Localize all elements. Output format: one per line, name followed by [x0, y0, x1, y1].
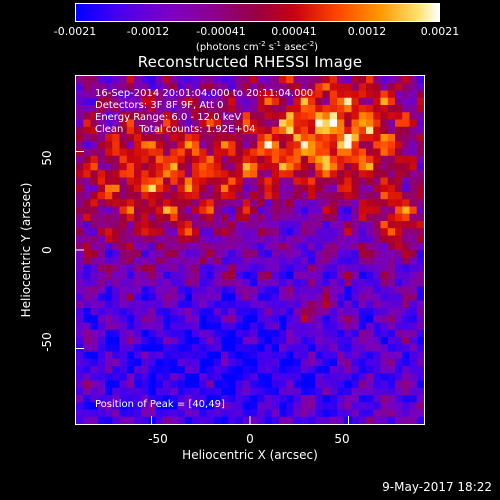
peak-position-text: Position of Peak = [40,49] [95, 399, 225, 410]
detectors-text: Detectors: 3F 8F 9F, Att 0 [95, 100, 224, 111]
heatmap-image [76, 76, 424, 424]
colorbar-tick-label: -0.0021 [53, 25, 97, 38]
clean-counts-text: Clean Total counts: 1.92E+04 [95, 124, 256, 135]
solar-image-plot [75, 75, 425, 425]
y-tick-label: 0 [40, 246, 54, 254]
x-tick-label: 50 [334, 432, 350, 446]
x-axis-label: Heliocentric X (arcsec) [182, 448, 318, 462]
colorbar-tick-label: 0.0021 [420, 25, 460, 38]
colorbar-tick-label: 0.0012 [347, 25, 387, 38]
energy-range-text: Energy Range: 6.0 - 12.0 keV [95, 112, 242, 123]
colorbar [75, 3, 440, 22]
y-tick-label: -50 [40, 332, 54, 352]
x-tick-label: -50 [148, 432, 168, 446]
y-tick-label: 50 [40, 150, 54, 166]
colorbar-tick-label: -0.0012 [126, 25, 170, 38]
colorbar-tick-label: -0.00041 [196, 25, 246, 38]
colorbar-units-label: (photons cm-2 s-1 asec-2) [195, 40, 319, 53]
time-range-text: 16-Sep-2014 20:01:04.000 to 20:11:04.000 [95, 88, 314, 99]
image-title: Reconstructed RHESSI Image [137, 53, 363, 71]
x-tick-label: 0 [246, 432, 254, 446]
colorbar-tick-label: 0.00041 [271, 25, 317, 38]
y-axis-label: Heliocentric Y (arcsec) [19, 182, 33, 318]
timestamp-text: 9-May-2017 18:22 [382, 480, 492, 494]
